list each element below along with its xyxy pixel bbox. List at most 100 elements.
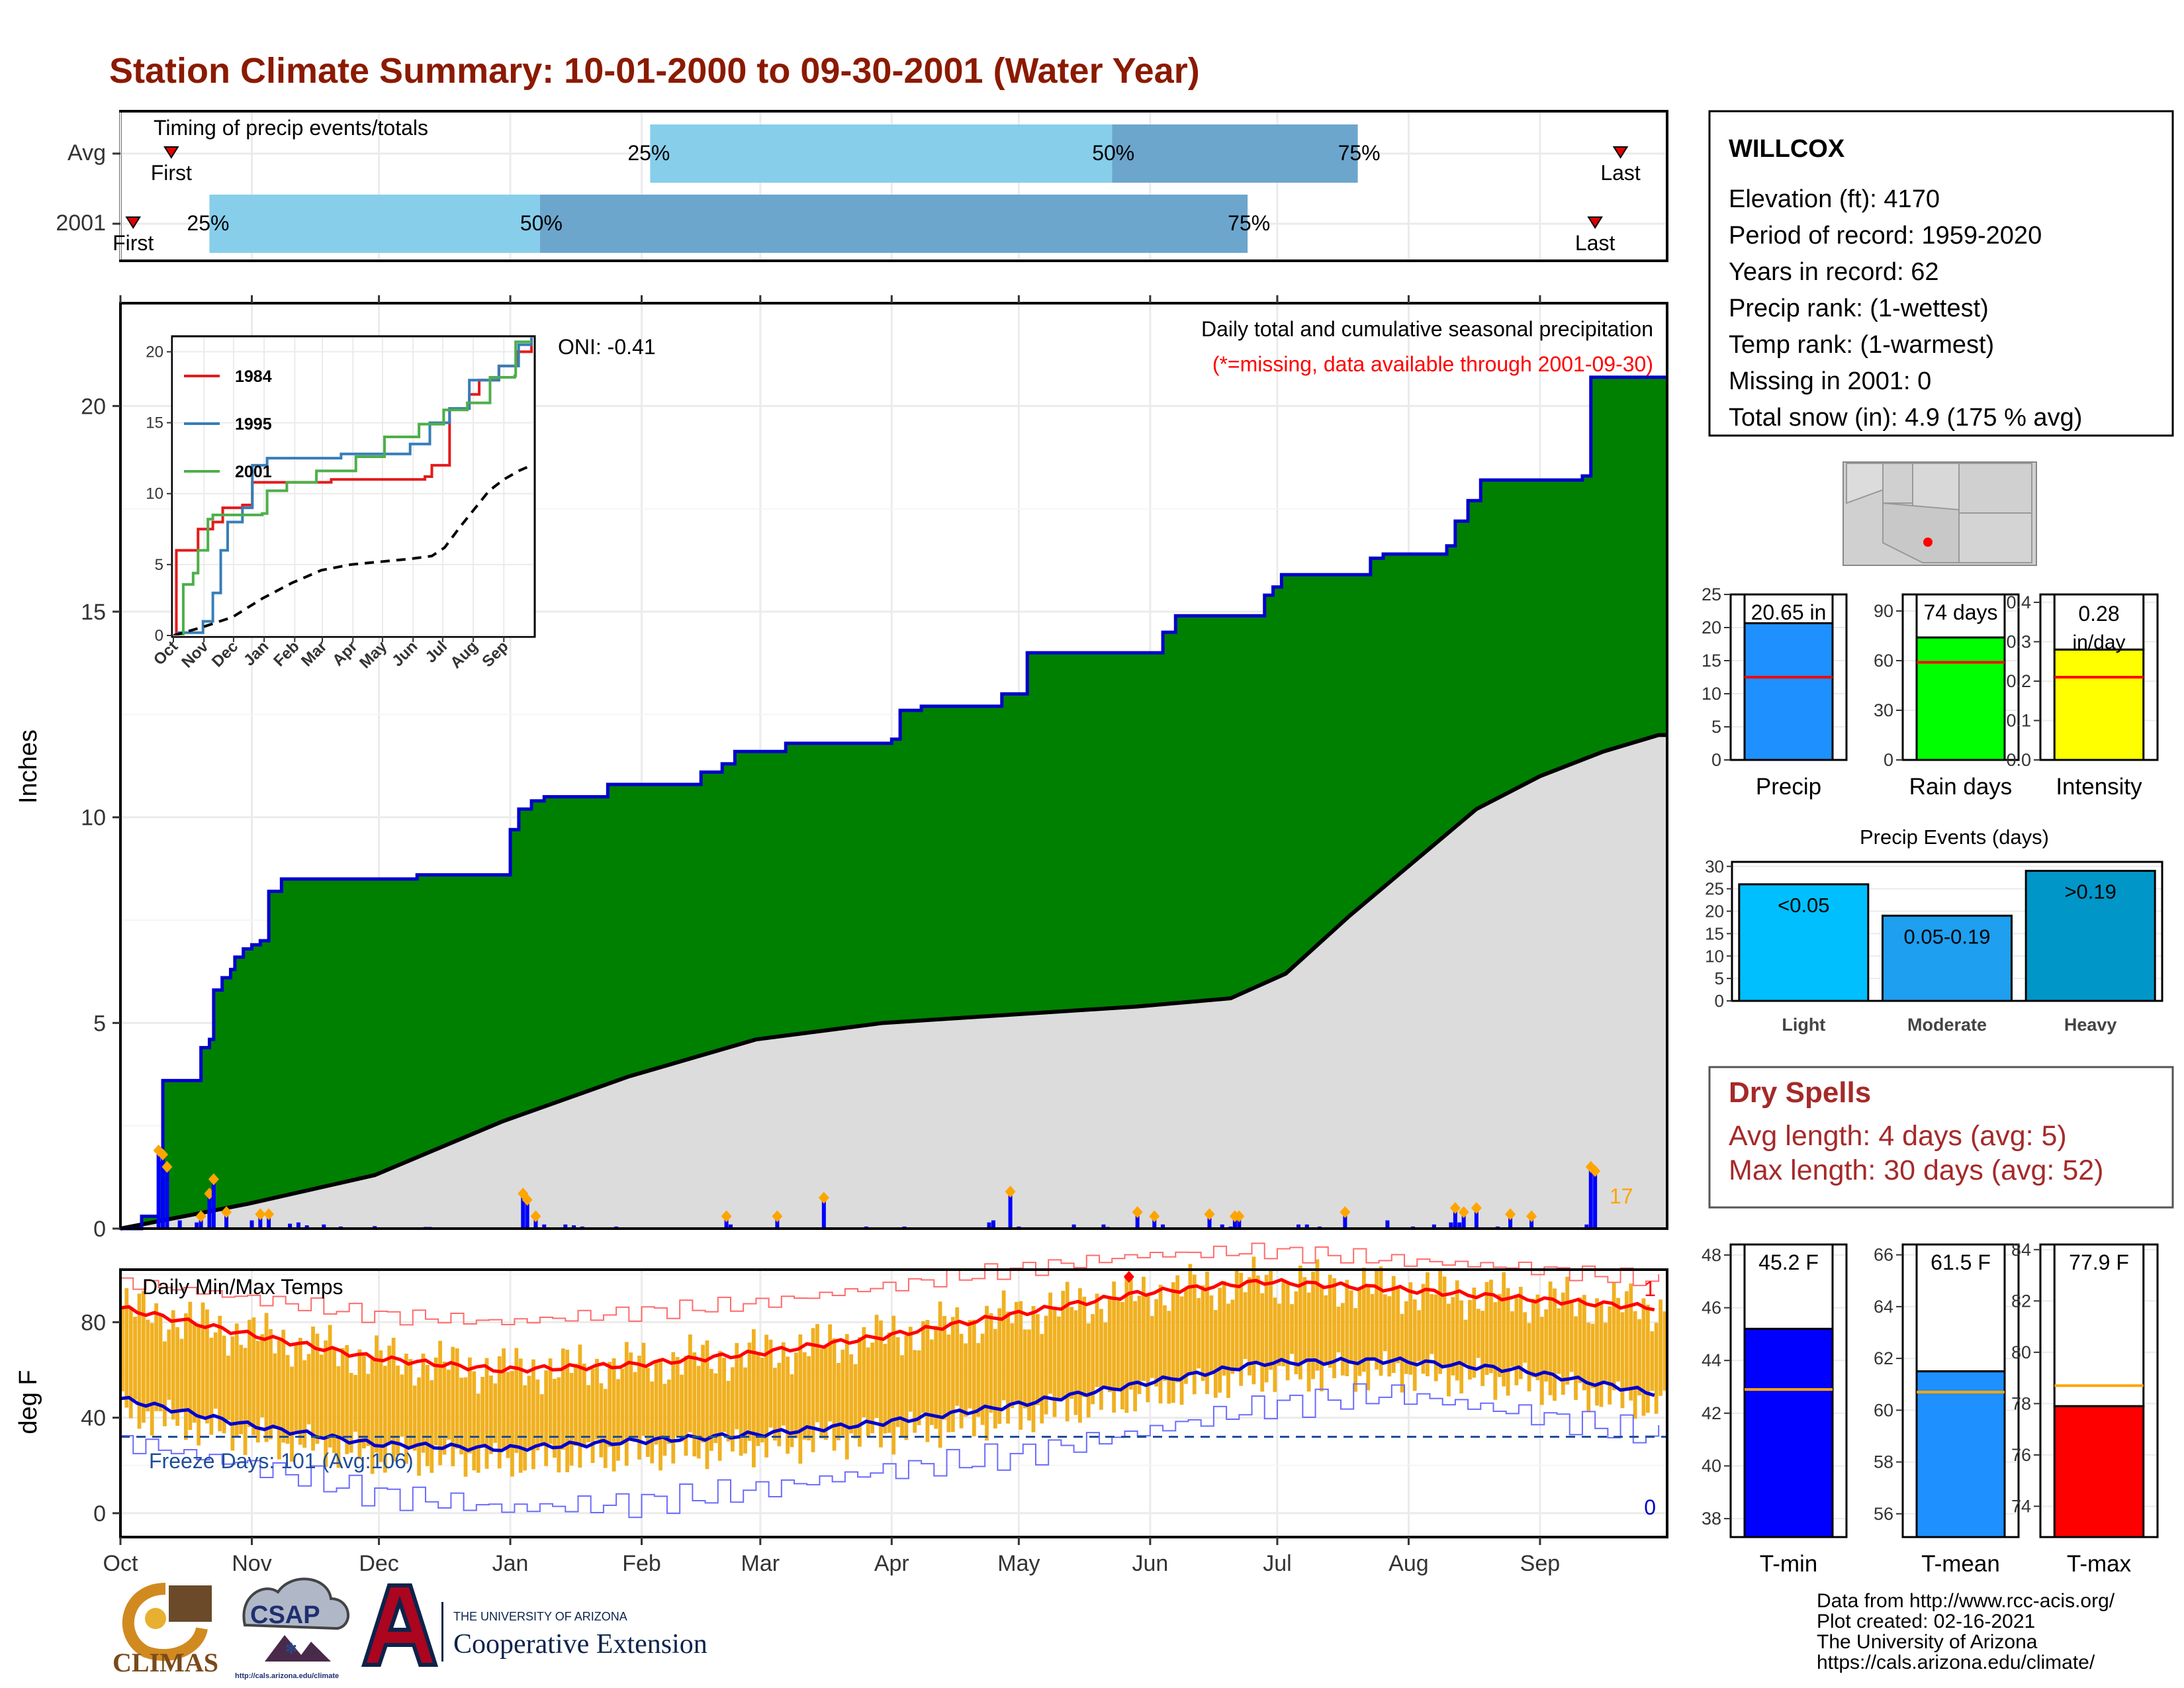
- daily-precip-bar: [1461, 1212, 1466, 1229]
- temp-day-bar: [1523, 1312, 1527, 1363]
- temp-day-bar: [595, 1358, 599, 1440]
- temp-day-bar: [430, 1380, 434, 1473]
- temp-day-bar: [705, 1340, 709, 1470]
- month-tick-label: May: [997, 1551, 1040, 1576]
- summary-precip-tick-label: 0.3: [2006, 632, 2031, 651]
- temp-day-bar: [1179, 1296, 1184, 1405]
- temp-day-bar: [370, 1358, 375, 1474]
- daily-precip-bar: [821, 1197, 826, 1229]
- temp-day-bar: [883, 1343, 887, 1434]
- station-line: Temp rank: (1-warmest): [1729, 331, 1994, 359]
- temp-day-bar: [277, 1340, 281, 1460]
- temp-day-bar: [1099, 1309, 1103, 1410]
- precip-y-tick-label: 20: [81, 394, 106, 419]
- month-tick-label: Oct: [103, 1551, 138, 1576]
- temp-day-bar: [756, 1352, 760, 1446]
- events-category-label: Heavy: [2064, 1015, 2117, 1035]
- daily-precip-bar: [1296, 1224, 1300, 1229]
- temp-day-bar: [650, 1381, 655, 1464]
- temp-day-bar: [565, 1349, 570, 1473]
- timing-last-label: Last: [1600, 161, 1641, 185]
- summary-temp-tick-label: 84: [2011, 1240, 2031, 1260]
- temp-day-bar: [929, 1339, 934, 1425]
- daily-precip-point: [1505, 1208, 1516, 1221]
- summary-temp-tick-label: 46: [1702, 1298, 1721, 1318]
- station-line: Precip rank: (1-wettest): [1729, 295, 1989, 322]
- temp-day-bar: [1561, 1292, 1565, 1395]
- temp-day-bar: [1489, 1280, 1493, 1374]
- temp-day-bar: [1383, 1294, 1387, 1352]
- temp-day-bar: [1565, 1276, 1570, 1385]
- temp-day-bar: [1154, 1299, 1159, 1387]
- temp-day-bar: [989, 1313, 993, 1413]
- record-high-marker: [1123, 1270, 1134, 1283]
- temp-day-bar: [633, 1372, 637, 1442]
- daily-precip-bar: [991, 1220, 995, 1229]
- temp-day-bar: [764, 1335, 768, 1458]
- temp-bars: [120, 1256, 1667, 1477]
- precip-events-title: Precip Events (days): [1860, 825, 2049, 849]
- temp-day-bar: [171, 1310, 175, 1420]
- daily-precip-bar: [258, 1214, 263, 1229]
- timing-p75-label: 75%: [1228, 211, 1270, 235]
- temp-day-bar: [497, 1356, 502, 1469]
- map-state-shape: [1882, 463, 1913, 504]
- temp-day-bar: [1391, 1276, 1396, 1374]
- temp-day-bar: [150, 1323, 154, 1436]
- temp-day-bar: [1535, 1294, 1540, 1381]
- summary-precip-tick-label: 25: [1702, 585, 1721, 604]
- temp-day-bar: [1052, 1307, 1057, 1417]
- temp-day-bar: [1150, 1316, 1154, 1378]
- climas-logo: CLIMAS: [113, 1583, 218, 1677]
- temp-day-bar: [447, 1370, 451, 1440]
- temp-day-bar: [1302, 1277, 1307, 1363]
- temp-day-bar: [459, 1378, 463, 1455]
- credits: Data from http://www.rcc-acis.org/ Plot …: [1817, 1590, 2115, 1673]
- temp-day-bar: [790, 1374, 794, 1448]
- temp-day-bar: [1514, 1297, 1519, 1385]
- daily-precip-bar: [177, 1220, 182, 1229]
- temp-day-bar: [1112, 1281, 1116, 1413]
- temp-day-bar: [739, 1355, 743, 1456]
- precip-frame: [119, 302, 1668, 1230]
- daily-precip-point: [522, 1194, 533, 1206]
- daily-precip-bar: [267, 1214, 271, 1229]
- temp-day-bar: [1205, 1272, 1209, 1394]
- page-title: Station Climate Summary: 10-01-2000 to 0…: [109, 51, 1200, 91]
- station-line: Elevation (ft): 4170: [1729, 185, 1940, 213]
- temp-day-bar: [1396, 1288, 1400, 1364]
- temp-day-bar: [781, 1342, 786, 1426]
- temp-day-bar: [985, 1305, 989, 1441]
- precip-y-label: Inches: [15, 729, 42, 804]
- summary-temp-tick-label: 76: [2011, 1445, 2031, 1465]
- daily-precip-bar: [1220, 1224, 1224, 1229]
- temp-day-bar: [666, 1380, 671, 1444]
- temp-day-bar: [955, 1307, 960, 1406]
- precip-y-tick-label: 5: [93, 1011, 106, 1036]
- temp-day-bar: [1624, 1291, 1629, 1389]
- summary-precip-frame: [1729, 593, 1848, 761]
- temp-day-bar: [506, 1372, 510, 1458]
- temp-day-bar: [1362, 1267, 1366, 1372]
- inset-series-line: [173, 464, 532, 635]
- temp-day-bar: [489, 1375, 493, 1454]
- temp-day-bar: [1230, 1299, 1235, 1374]
- temp-day-bar: [578, 1344, 582, 1468]
- temp-day-bar: [637, 1355, 641, 1460]
- summary-precip-charts: 20.65 in 0 5 10 15 20 25 Precip 74 days 0 30 60 90 Ra…: [1702, 585, 2159, 800]
- map-state-shape: [1958, 512, 2032, 563]
- inset-legend-label: 1984: [235, 367, 272, 386]
- temp-day-bar: [1095, 1293, 1099, 1387]
- temp-y-axis: 0 40 80: [81, 1310, 120, 1526]
- dry-spells-avg: Avg length: 4 days (avg: 5): [1729, 1120, 2067, 1152]
- climas-swirl-icon: [122, 1583, 208, 1661]
- temp-day-bar: [1298, 1265, 1302, 1380]
- temp-day-bar: [1506, 1288, 1510, 1396]
- temp-day-bar: [1527, 1323, 1531, 1391]
- daily-precip-point: [772, 1210, 783, 1223]
- temp-day-bar: [412, 1385, 417, 1451]
- temp-day-bar: [269, 1329, 273, 1440]
- temp-day-bar: [1645, 1304, 1650, 1413]
- temp-day-bar: [1417, 1310, 1422, 1362]
